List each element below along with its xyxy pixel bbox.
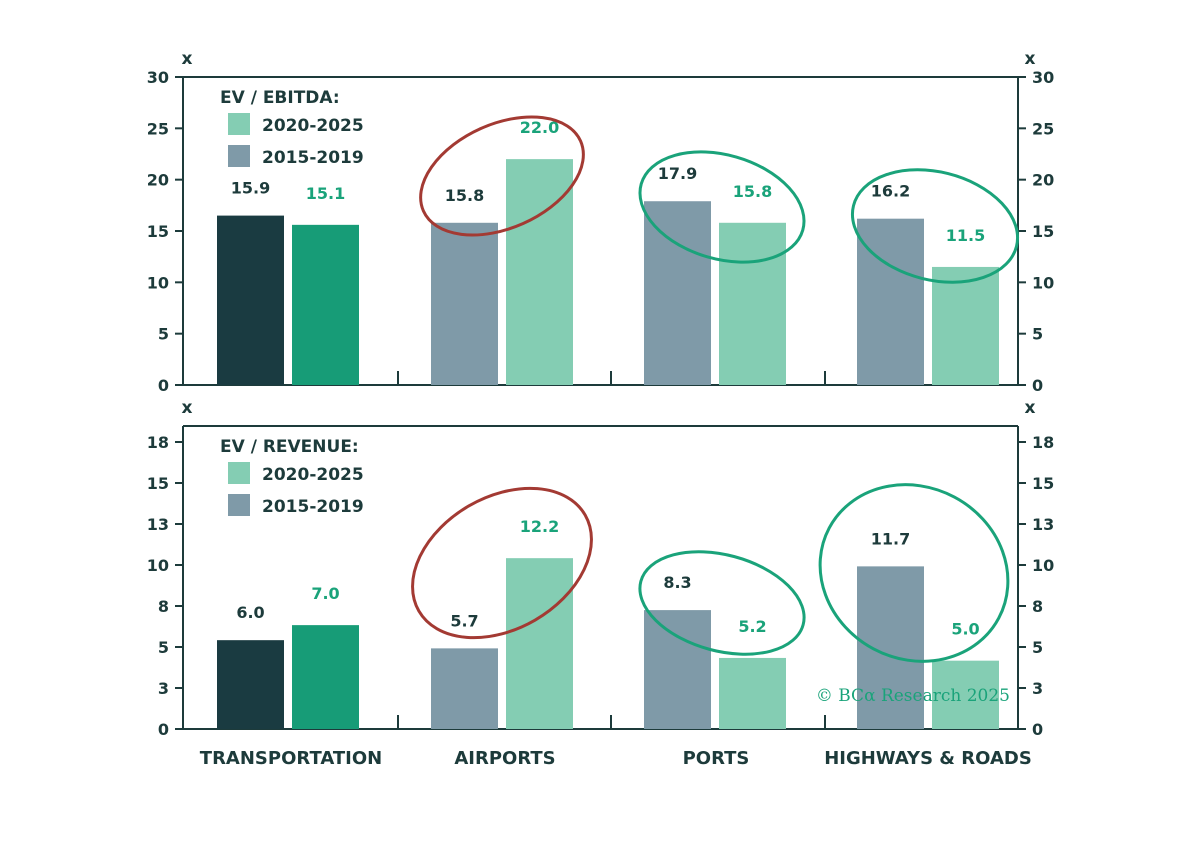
legend-label-2020-2025: 2020-2025 xyxy=(262,116,364,136)
value-label-airports-2020-2025: 12.2 xyxy=(520,517,559,536)
y-tick-label-right: 15 xyxy=(1032,222,1054,241)
bar-ports-2020-2025 xyxy=(719,222,786,385)
y-tick-label-right: 18 xyxy=(1032,433,1054,452)
y-tick-label-right: 3 xyxy=(1032,679,1043,698)
bar-airports-2020-2025 xyxy=(506,159,573,385)
bar-highways-roads-2020-2025 xyxy=(932,660,999,729)
y-tick-label-right: 10 xyxy=(1032,556,1054,575)
category-axis-labels: TRANSPORTATION AIRPORTS PORTS HIGHWAYS & RO… xyxy=(200,748,1032,769)
category-label-airports: AIRPORTS xyxy=(454,748,555,769)
value-label-transportation-2015-2019: 15.9 xyxy=(231,179,270,198)
bar-ports-2015-2019 xyxy=(644,201,711,385)
value-label-highways-roads-2020-2025: 5.0 xyxy=(951,620,979,639)
value-label-ports-2015-2019: 8.3 xyxy=(663,573,691,592)
category-label-highways-roads: HIGHWAYS & ROADS xyxy=(824,748,1032,769)
y-unit-label-right: x xyxy=(1025,49,1036,69)
category-label-ports: PORTS xyxy=(683,748,750,769)
y-tick-label-left: 25 xyxy=(147,119,169,138)
y-tick-label-left: 30 xyxy=(147,68,169,87)
y-tick-label-left: 5 xyxy=(158,325,169,344)
value-label-highways-roads-2015-2019: 16.2 xyxy=(871,182,910,201)
y-unit-label-left: x xyxy=(182,398,193,418)
bar-airports-2015-2019 xyxy=(431,222,498,385)
legend-swatch-2015-2019 xyxy=(228,494,250,516)
bar-airports-2020-2025 xyxy=(506,558,573,729)
bar-airports-2015-2019 xyxy=(431,648,498,729)
value-label-transportation-2015-2019: 6.0 xyxy=(236,603,264,622)
y-unit-label-right: x xyxy=(1025,398,1036,418)
y-tick-label-left: 13 xyxy=(147,515,169,534)
y-tick-label-left: 0 xyxy=(158,376,169,395)
y-tick-label-right: 0 xyxy=(1032,720,1043,739)
legend-title: EV / REVENUE: xyxy=(220,437,359,457)
highlight-ellipse-airports xyxy=(411,486,593,640)
highlight-ellipse-highways-roads xyxy=(818,483,1010,663)
y-tick-label-right: 20 xyxy=(1032,171,1054,190)
legend-label-2020-2025: 2020-2025 xyxy=(262,465,364,485)
copyright-watermark: © BCα Research 2025 xyxy=(816,686,1010,706)
value-label-highways-roads-2015-2019: 11.7 xyxy=(871,529,910,548)
legend-label-2015-2019: 2015-2019 xyxy=(262,497,364,517)
category-label-transportation: TRANSPORTATION xyxy=(200,748,382,769)
legend-title: EV / EBITDA: xyxy=(220,88,340,108)
value-label-transportation-2020-2025: 7.0 xyxy=(311,584,339,603)
value-label-airports-2015-2019: 15.8 xyxy=(445,186,484,205)
y-tick-label-right: 5 xyxy=(1032,638,1043,657)
legend-swatch-2015-2019 xyxy=(228,145,250,167)
panel-ev-ebitda: x x 0 0 5 5 10 10 15 15 20 20 25 25 30 30 15.9 15.1 15.8 22… xyxy=(147,49,1055,395)
y-tick-label-left: 18 xyxy=(147,433,169,452)
y-tick-label-right: 15 xyxy=(1032,474,1054,493)
value-label-ports-2020-2025: 15.8 xyxy=(733,182,772,201)
bar-transportation-2020-2025 xyxy=(292,224,359,385)
highlight-ellipse-ports xyxy=(638,550,806,656)
y-tick-label-left: 5 xyxy=(158,638,169,657)
panel-ev-revenue: x x 0 0 3 3 5 5 8 8 10 10 13 13 15 15 18 18 6.0 7.0 5.7 12.2 8… xyxy=(147,398,1055,739)
value-label-airports-2020-2025: 22.0 xyxy=(520,118,559,137)
bar-highways-roads-2015-2019 xyxy=(857,566,924,729)
bar-ports-2015-2019 xyxy=(644,610,711,729)
y-tick-label-left: 3 xyxy=(158,679,169,698)
y-tick-label-right: 10 xyxy=(1032,273,1054,292)
y-tick-label-right: 25 xyxy=(1032,119,1054,138)
y-tick-label-left: 10 xyxy=(147,273,169,292)
highlight-ellipse-ports xyxy=(638,150,806,264)
y-tick-label-left: 15 xyxy=(147,222,169,241)
y-tick-label-left: 0 xyxy=(158,720,169,739)
bar-highways-roads-2020-2025 xyxy=(932,266,999,385)
value-label-transportation-2020-2025: 15.1 xyxy=(306,184,345,203)
bar-highways-roads-2015-2019 xyxy=(857,218,924,385)
legend-swatch-2020-2025 xyxy=(228,462,250,484)
value-label-ports-2015-2019: 17.9 xyxy=(658,164,697,183)
bar-transportation-2015-2019 xyxy=(217,640,284,729)
y-tick-label-right: 30 xyxy=(1032,68,1054,87)
bar-transportation-2020-2025 xyxy=(292,625,359,729)
value-label-airports-2015-2019: 5.7 xyxy=(450,611,478,630)
y-tick-label-left: 15 xyxy=(147,474,169,493)
highlight-ellipse-highways-roads xyxy=(850,168,1020,284)
y-tick-label-left: 20 xyxy=(147,171,169,190)
value-label-ports-2020-2025: 5.2 xyxy=(738,617,766,636)
value-label-highways-roads-2020-2025: 11.5 xyxy=(946,226,985,245)
highlight-ellipse-airports xyxy=(419,115,585,237)
y-unit-label-left: x xyxy=(182,49,193,69)
y-tick-label-right: 8 xyxy=(1032,597,1043,616)
y-tick-label-left: 10 xyxy=(147,556,169,575)
y-tick-label-right: 5 xyxy=(1032,325,1043,344)
legend-label-2015-2019: 2015-2019 xyxy=(262,148,364,168)
legend-swatch-2020-2025 xyxy=(228,113,250,135)
y-tick-label-left: 8 xyxy=(158,597,169,616)
y-tick-label-right: 13 xyxy=(1032,515,1054,534)
y-tick-label-right: 0 xyxy=(1032,376,1043,395)
bar-transportation-2015-2019 xyxy=(217,215,284,385)
bar-ports-2020-2025 xyxy=(719,657,786,729)
